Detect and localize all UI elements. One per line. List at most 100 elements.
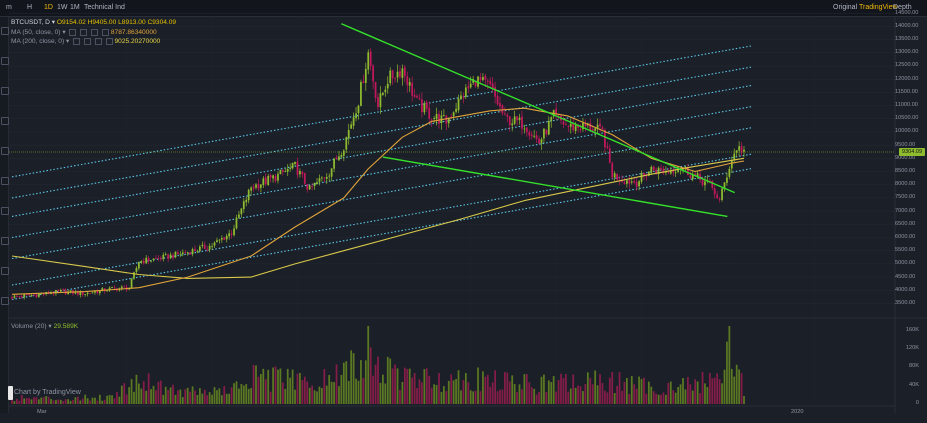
candle-body (504, 113, 506, 115)
ma200-label[interactable]: MA (200, close, 0) (11, 38, 65, 45)
volume-bar (657, 394, 660, 404)
ma200-visibility-icon[interactable] (73, 37, 81, 45)
price-axis-label: 6000.00 (895, 234, 916, 241)
ma200-line (11, 157, 745, 279)
measure-tool-icon[interactable] (1, 207, 9, 215)
candle-body (708, 180, 711, 182)
interval-minutes-button[interactable]: m (6, 4, 12, 11)
candle-body (240, 208, 243, 215)
ma50-menu-icon[interactable]: ▾ (62, 29, 66, 36)
candle-body (57, 289, 60, 291)
volume-axis-label: 80K (909, 363, 919, 370)
symbol-name[interactable]: BTCUSDT, D (11, 19, 50, 26)
lock-tool-icon[interactable] (1, 297, 9, 305)
candle-body (516, 116, 518, 121)
volume-bar (203, 389, 206, 404)
volume-bar (591, 384, 594, 404)
volume-bar (579, 386, 582, 404)
ma200-settings-icon[interactable] (83, 37, 91, 45)
pattern-tool-icon[interactable] (1, 177, 9, 185)
volume-label[interactable]: Volume (20) (11, 323, 47, 330)
ma50-legend: MA (50, close, 0) ▾ 8787.86340000 (11, 28, 157, 37)
candle-body (508, 116, 511, 125)
volume-bar (408, 368, 411, 404)
volume-bar (555, 391, 557, 404)
price-axis-label: 7000.00 (895, 207, 916, 214)
interval-1w-button[interactable]: 1W (57, 4, 68, 11)
volume-bar (647, 381, 650, 404)
volume-bar (13, 401, 16, 404)
ma200-menu-icon[interactable]: ▾ (65, 38, 70, 45)
volume-bar (296, 373, 299, 404)
volume-bar (565, 373, 567, 404)
volume-bar (225, 393, 228, 404)
ma50-settings-icon[interactable] (80, 28, 88, 36)
volume-bar (726, 341, 728, 404)
interval-hours-button[interactable]: H (27, 4, 33, 11)
candle-body (530, 134, 533, 137)
volume-bar (150, 389, 152, 404)
volume-bar (147, 373, 150, 404)
trendline-tool-icon[interactable] (1, 57, 9, 65)
volume-menu-icon[interactable]: ▾ (48, 323, 52, 330)
candle-body (582, 122, 584, 130)
candle-body (379, 93, 382, 108)
volume-bar (184, 389, 187, 404)
volume-bar (264, 379, 267, 404)
ma50-label[interactable]: MA (50, close, 0) (11, 29, 61, 36)
candle-body (203, 244, 206, 249)
view-tradingview-button[interactable]: TradingView (859, 4, 898, 11)
ma200-more-icon[interactable] (105, 37, 113, 45)
volume-bar (55, 400, 57, 404)
candle-body (482, 77, 484, 80)
interval-1m-button[interactable]: 1M (70, 4, 80, 11)
candle-body (335, 157, 338, 160)
volume-bar (269, 391, 272, 404)
volume-bar (272, 367, 274, 404)
interval-1d-button[interactable]: 1D (44, 4, 53, 11)
candle-body (650, 166, 653, 173)
candle-body (623, 182, 626, 185)
volume-bar (316, 391, 318, 404)
time-label-mar: Mar (37, 409, 47, 415)
volume-bar (279, 368, 282, 404)
volume-bar (447, 380, 450, 404)
watermark-text: Chart by TradingView (14, 389, 81, 396)
view-depth-button[interactable]: Depth (893, 4, 912, 11)
tradingview-watermark[interactable]: Chart by TradingView (14, 389, 81, 396)
volume-bar (301, 380, 304, 404)
candle-body (299, 171, 301, 175)
candle-body (421, 99, 423, 113)
volume-bar (638, 376, 640, 404)
candle-body (101, 288, 104, 291)
volume-bar (701, 371, 704, 404)
brush-tool-icon[interactable] (1, 117, 9, 125)
volume-bar (630, 376, 633, 404)
volume-bar (108, 395, 111, 404)
volume-bar (106, 395, 109, 404)
ma200-remove-icon[interactable] (94, 37, 102, 45)
volume-value: 29.589K (53, 323, 79, 330)
volume-bar (674, 392, 677, 404)
technical-indicators-button[interactable]: Technical Ind (84, 4, 125, 11)
ma50-visibility-icon[interactable] (69, 28, 77, 36)
volume-bar (691, 390, 694, 404)
magnet-tool-icon[interactable] (1, 267, 9, 275)
candle-body (308, 185, 311, 190)
crosshair-tool-icon[interactable] (1, 27, 9, 35)
volume-bar (79, 400, 82, 404)
price-axis-label: 4500.00 (895, 273, 916, 280)
candle-body (169, 254, 172, 259)
fib-tool-icon[interactable] (1, 87, 9, 95)
volume-bar (403, 367, 406, 404)
candle-body (386, 83, 389, 89)
volume-bar (550, 382, 553, 404)
zoom-tool-icon[interactable] (1, 237, 9, 245)
ma50-more-icon[interactable] (102, 28, 110, 36)
text-tool-icon[interactable] (1, 147, 9, 155)
ma50-remove-icon[interactable] (91, 28, 99, 36)
view-original-button[interactable]: Original (833, 4, 858, 11)
symbol-menu-icon[interactable]: ▾ (51, 19, 55, 26)
volume-bar (35, 397, 38, 404)
